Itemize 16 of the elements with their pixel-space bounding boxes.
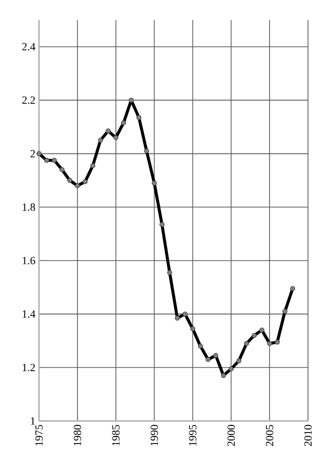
y-tick-label: 2.2 bbox=[22, 96, 35, 104]
y-tick-label: 2.4 bbox=[22, 43, 36, 50]
x-tick-label: 1980 bbox=[74, 424, 82, 446]
y-tick-label: 1.8 bbox=[22, 203, 36, 211]
x-tick-label: 2005 bbox=[266, 424, 274, 446]
x-tick-label: 2010 bbox=[304, 424, 312, 446]
y-tick-label: 1 bbox=[30, 417, 35, 425]
x-tick-label: 1975 bbox=[35, 424, 43, 446]
y-tick-label: 1.6 bbox=[22, 256, 36, 264]
y-tick-label: 2 bbox=[30, 150, 35, 158]
x-tick-label: 1990 bbox=[150, 424, 158, 446]
y-tick-label: 1.4 bbox=[22, 310, 36, 318]
x-tick-label: 2000 bbox=[227, 424, 235, 446]
x-tick-label: 1985 bbox=[112, 424, 120, 446]
y-tick-label: 1.2 bbox=[22, 364, 35, 372]
x-tick-label: 1995 bbox=[189, 424, 196, 446]
